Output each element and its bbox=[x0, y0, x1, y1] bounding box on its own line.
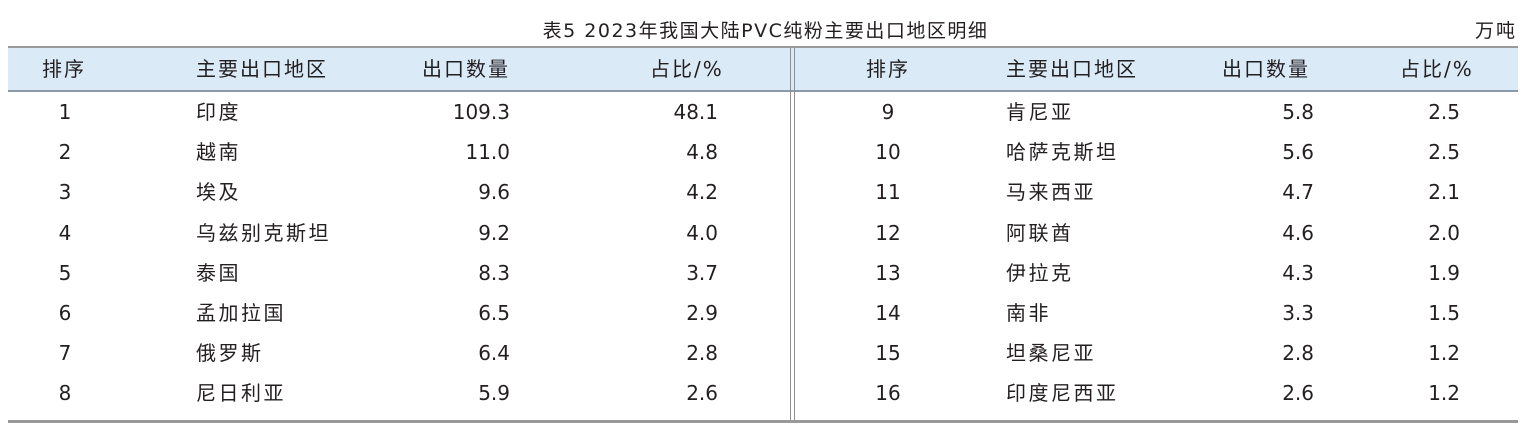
cell-share: 2.8 bbox=[686, 341, 718, 365]
cell-region: 孟加拉国 bbox=[196, 301, 286, 325]
cell-region: 哈萨克斯坦 bbox=[1006, 140, 1119, 164]
cell-region: 埃及 bbox=[196, 180, 241, 204]
cell-rank: 4 bbox=[58, 221, 72, 245]
cell-rank: 9 bbox=[881, 100, 895, 124]
cell-quantity: 6.4 bbox=[478, 341, 510, 365]
cell-rank: 5 bbox=[58, 261, 72, 285]
cell-region: 尼日利亚 bbox=[196, 381, 286, 405]
cell-share: 48.1 bbox=[673, 100, 718, 124]
cell-region: 南非 bbox=[1006, 301, 1051, 325]
cell-quantity: 2.6 bbox=[1282, 381, 1314, 405]
header-share-right: 占比/% bbox=[1400, 57, 1474, 81]
cell-region: 阿联酋 bbox=[1006, 221, 1074, 245]
cell-quantity: 2.8 bbox=[1282, 341, 1314, 365]
cell-share: 2.6 bbox=[686, 381, 718, 405]
cell-rank: 16 bbox=[875, 381, 901, 405]
header-share-left: 占比/% bbox=[650, 57, 724, 81]
cell-region: 伊拉克 bbox=[1006, 261, 1074, 285]
header-region-left: 主要出口地区 bbox=[196, 57, 328, 81]
cell-share: 1.2 bbox=[1428, 381, 1460, 405]
cell-quantity: 4.3 bbox=[1282, 261, 1314, 285]
cell-quantity: 5.9 bbox=[478, 381, 510, 405]
cell-quantity: 9.2 bbox=[478, 221, 510, 245]
cell-region: 泰国 bbox=[196, 261, 241, 285]
cell-share: 2.9 bbox=[686, 301, 718, 325]
cell-rank: 1 bbox=[58, 100, 72, 124]
cell-quantity: 5.8 bbox=[1282, 100, 1314, 124]
cell-quantity: 5.6 bbox=[1282, 140, 1314, 164]
cell-rank: 10 bbox=[875, 140, 901, 164]
cell-rank: 11 bbox=[875, 180, 901, 204]
cell-quantity: 9.6 bbox=[478, 180, 510, 204]
cell-share: 1.2 bbox=[1428, 341, 1460, 365]
cell-region: 越南 bbox=[196, 140, 241, 164]
cell-quantity: 8.3 bbox=[478, 261, 510, 285]
cell-share: 2.5 bbox=[1428, 100, 1460, 124]
cell-share: 2.0 bbox=[1428, 221, 1460, 245]
cell-region: 俄罗斯 bbox=[196, 341, 264, 365]
cell-share: 4.2 bbox=[686, 180, 718, 204]
cell-quantity: 4.7 bbox=[1282, 180, 1314, 204]
header-region-right: 主要出口地区 bbox=[1006, 57, 1138, 81]
cell-share: 4.8 bbox=[686, 140, 718, 164]
cell-region: 坦桑尼亚 bbox=[1006, 341, 1096, 365]
cell-share: 1.5 bbox=[1428, 301, 1460, 325]
cell-rank: 7 bbox=[58, 341, 72, 365]
cell-rank: 13 bbox=[875, 261, 901, 285]
cell-rank: 12 bbox=[875, 221, 901, 245]
cell-share: 1.9 bbox=[1428, 261, 1460, 285]
cell-rank: 15 bbox=[875, 341, 901, 365]
export-table: 排序 主要出口地区 出口数量 占比/% 排序 主要出口地区 出口数量 占比/% … bbox=[8, 46, 1518, 423]
cell-quantity: 109.3 bbox=[452, 100, 510, 124]
cell-region: 马来西亚 bbox=[1006, 180, 1096, 204]
cell-share: 3.7 bbox=[686, 261, 718, 285]
cell-quantity: 11.0 bbox=[465, 140, 510, 164]
cell-region: 印度 bbox=[196, 100, 241, 124]
header-rank-right: 排序 bbox=[866, 57, 910, 81]
cell-rank: 3 bbox=[58, 180, 72, 204]
unit-label: 万吨 bbox=[1474, 20, 1517, 42]
table-title: 表5 2023年我国大陆PVC纯粉主要出口地区明细 bbox=[542, 20, 989, 42]
header-quantity-left: 出口数量 bbox=[422, 57, 510, 81]
cell-share: 2.1 bbox=[1428, 180, 1460, 204]
cell-quantity: 4.6 bbox=[1282, 221, 1314, 245]
column-divider bbox=[790, 48, 795, 420]
cell-share: 4.0 bbox=[686, 221, 718, 245]
cell-region: 肯尼亚 bbox=[1006, 100, 1074, 124]
header-quantity-right: 出口数量 bbox=[1222, 57, 1310, 81]
cell-quantity: 3.3 bbox=[1282, 301, 1314, 325]
cell-quantity: 6.5 bbox=[478, 301, 510, 325]
cell-rank: 8 bbox=[58, 381, 72, 405]
cell-rank: 6 bbox=[58, 301, 72, 325]
cell-region: 印度尼西亚 bbox=[1006, 381, 1119, 405]
cell-rank: 14 bbox=[875, 301, 901, 325]
header-rank-left: 排序 bbox=[42, 57, 86, 81]
table-header: 排序 主要出口地区 出口数量 占比/% 排序 主要出口地区 出口数量 占比/% bbox=[8, 48, 1518, 92]
cell-share: 2.5 bbox=[1428, 140, 1460, 164]
cell-region: 乌兹别克斯坦 bbox=[196, 221, 331, 245]
cell-rank: 2 bbox=[58, 140, 72, 164]
